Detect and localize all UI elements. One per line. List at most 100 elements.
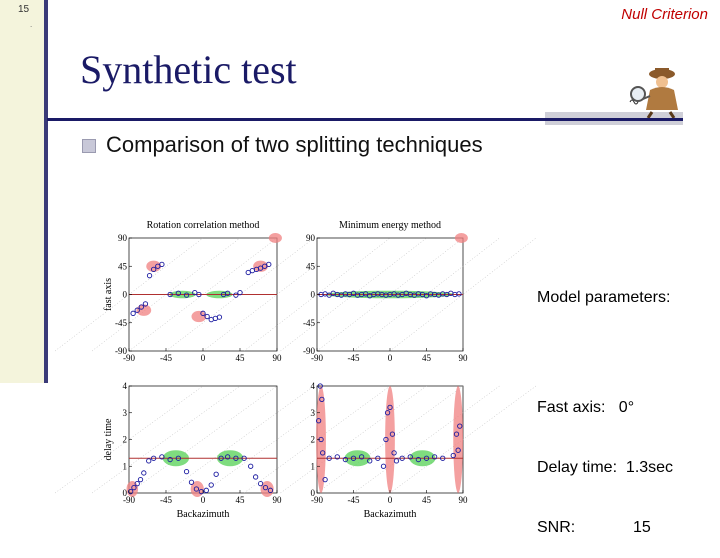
data-point xyxy=(175,290,181,296)
detective-icon xyxy=(629,68,678,118)
data-point xyxy=(137,476,144,483)
data-point xyxy=(141,470,147,476)
red-region xyxy=(190,480,204,498)
x-tick-label: 45 xyxy=(422,353,432,363)
data-point xyxy=(387,404,393,411)
x-tick-label: 0 xyxy=(388,353,393,363)
data-point xyxy=(225,290,231,296)
y-tick-label: 3 xyxy=(311,408,316,418)
red-region xyxy=(385,386,395,493)
data-point xyxy=(248,463,254,469)
data-point xyxy=(200,310,206,316)
data-point xyxy=(183,292,190,298)
data-point xyxy=(142,301,149,307)
y-tick-label: 2 xyxy=(311,435,316,445)
y-tick-label: 1 xyxy=(123,461,128,471)
data-point xyxy=(196,291,202,298)
data-point xyxy=(407,454,413,460)
data-point xyxy=(146,458,152,464)
data-point xyxy=(415,456,422,463)
data-point xyxy=(252,474,259,480)
x-tick-label: 0 xyxy=(201,495,206,505)
data-point xyxy=(384,410,391,416)
charts-canvas: -90 -45 0 45 90 90 45 0 -45 -90 Rotation correlati… xyxy=(54,220,537,520)
y-axis-label: fast axis xyxy=(103,278,114,311)
data-point xyxy=(380,463,387,469)
model-parameters: Model parameters: Fast axis: 0° Delay ti… xyxy=(537,248,673,558)
y-tick-label: 0 xyxy=(123,290,128,300)
y-tick-label: 45 xyxy=(118,261,128,271)
diagonal-guide-line xyxy=(243,237,391,352)
data-point xyxy=(440,455,446,461)
data-point xyxy=(456,291,462,297)
data-point xyxy=(237,289,243,296)
diagonal-guide-line xyxy=(353,237,500,352)
data-point xyxy=(319,396,325,403)
data-point xyxy=(130,310,136,316)
data-point xyxy=(342,456,349,463)
diagonal-guide-line xyxy=(91,385,241,494)
data-point xyxy=(127,489,134,495)
data-point xyxy=(192,289,198,296)
model-params-heading: Model parameters: xyxy=(537,289,671,306)
data-point xyxy=(257,480,264,487)
data-point xyxy=(159,454,165,460)
y-tick-label: 2 xyxy=(123,435,128,445)
y-tick-label: 0 xyxy=(123,488,128,498)
chart-panel-rc-fast: -90 -45 0 45 90 90 45 0 -45 -90 Rotation correlati… xyxy=(54,220,352,363)
header-right-label: Null Criterion xyxy=(621,6,708,23)
title-rule xyxy=(47,118,683,121)
data-point xyxy=(393,458,400,464)
data-point xyxy=(213,471,219,477)
data-point xyxy=(208,482,214,488)
chart-title: Rotation correlation method xyxy=(147,220,260,231)
chart-panel-me-fast: -90 -45 0 45 90 90 45 0 -45 -90 Minimum energy met… xyxy=(243,220,537,363)
diagonal-guide-line xyxy=(280,237,427,352)
model-param-fast-axis: Fast axis: 0° xyxy=(537,399,635,416)
red-region xyxy=(268,232,282,244)
data-point xyxy=(262,263,268,269)
data-point xyxy=(151,455,157,461)
data-point xyxy=(151,266,157,273)
x-tick-label: -45 xyxy=(160,353,172,363)
diagonal-guide-line xyxy=(353,385,500,494)
data-point xyxy=(262,484,269,491)
data-point xyxy=(367,458,373,464)
y-tick-label: -45 xyxy=(115,318,127,328)
data-point xyxy=(315,418,322,424)
data-point xyxy=(146,273,153,279)
data-point xyxy=(334,454,340,460)
y-tick-label: 3 xyxy=(123,408,128,418)
diagonal-guide-line xyxy=(128,385,278,494)
x-tick-label: -90 xyxy=(123,353,135,363)
data-point xyxy=(183,468,190,475)
data-point xyxy=(383,436,389,443)
x-tick-label: -90 xyxy=(311,353,323,363)
data-point xyxy=(267,487,274,493)
x-tick-label: 45 xyxy=(236,495,246,505)
y-tick-label: -90 xyxy=(303,346,315,356)
x-tick-label: 90 xyxy=(459,495,469,505)
diagonal-guide-line xyxy=(389,237,537,352)
diagonal-guide-line xyxy=(202,385,352,494)
y-axis-label: delay time xyxy=(103,418,114,460)
data-point xyxy=(159,261,165,268)
x-axis-label: Backazimuth xyxy=(177,509,230,520)
data-point xyxy=(257,265,264,271)
red-region xyxy=(136,304,152,316)
data-point xyxy=(233,455,239,461)
x-tick-label: 90 xyxy=(273,353,283,363)
y-tick-label: -45 xyxy=(303,318,315,328)
x-tick-label: -90 xyxy=(311,495,323,505)
y-tick-label: 4 xyxy=(123,381,128,391)
data-point xyxy=(233,292,239,298)
slide-dot: . xyxy=(30,20,33,29)
red-region xyxy=(453,386,463,493)
data-point xyxy=(245,269,251,276)
data-point xyxy=(455,447,461,453)
data-point xyxy=(450,452,456,459)
y-tick-label: 0 xyxy=(311,488,316,498)
chart-panel-me-delay: -90 -45 0 45 90 4 3 2 1 0 Backazimuth xyxy=(243,381,537,520)
data-point xyxy=(155,263,161,269)
model-param-snr: SNR: 15 xyxy=(537,519,651,536)
